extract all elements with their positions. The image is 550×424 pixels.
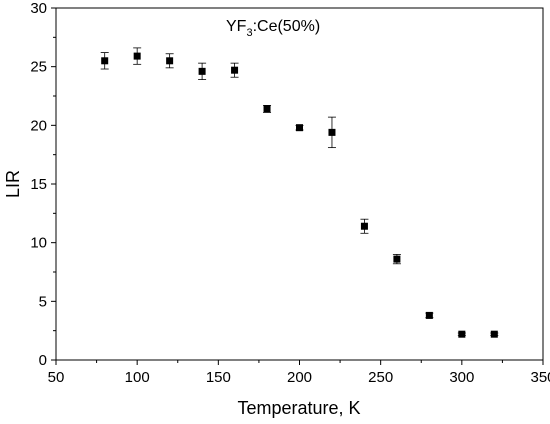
x-tick-label: 250 [368, 369, 393, 386]
data-point [166, 57, 174, 65]
data-point [133, 52, 141, 60]
y-axis-ticks: 0 5 10 15 20 25 30 [30, 0, 56, 369]
y-tick-label: 5 [39, 293, 47, 310]
data-point [393, 255, 401, 263]
x-axis-ticks: 50 100 150 200 250 300 350 [48, 360, 550, 386]
data-point [458, 330, 466, 338]
x-tick-label: 300 [449, 369, 474, 386]
x-tick-label: 100 [125, 369, 150, 386]
y-tick-label: 15 [30, 176, 47, 193]
data-point [101, 57, 109, 65]
x-tick-label: 150 [206, 369, 231, 386]
data-point [490, 330, 498, 338]
data-point [328, 128, 336, 136]
y-tick-label: 10 [30, 235, 47, 252]
chart-annotation: YF3:Ce(50%) [226, 18, 320, 39]
data-point [231, 66, 239, 74]
data-points [100, 47, 499, 338]
y-tick-label: 0 [39, 352, 47, 369]
y-tick-label: 20 [30, 117, 47, 134]
y-axis-title: LIR [3, 170, 23, 198]
x-axis-title: Temperature, K [237, 398, 360, 418]
plot-frame [55, 7, 544, 361]
x-tick-label: 200 [287, 369, 312, 386]
data-point [360, 222, 368, 230]
data-point [263, 105, 271, 113]
y-tick-label: 30 [30, 0, 47, 17]
data-point [425, 311, 433, 319]
data-point [198, 67, 206, 75]
data-point [296, 124, 303, 132]
y-tick-label: 25 [30, 59, 47, 76]
x-tick-label: 350 [530, 369, 550, 386]
x-tick-label: 50 [48, 369, 65, 386]
